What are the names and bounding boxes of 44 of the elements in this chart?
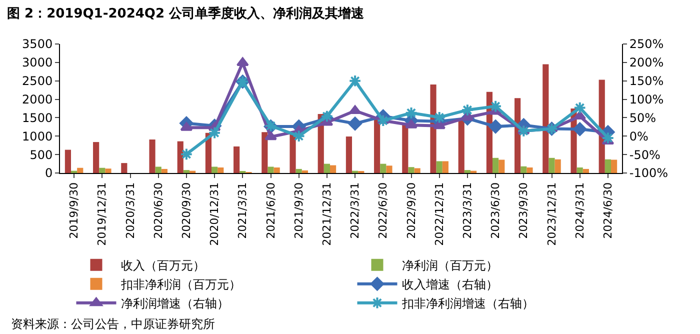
x-tick-label: 2024/6/30 bbox=[602, 182, 615, 239]
x-tick-label: 2022/9/30 bbox=[404, 182, 418, 239]
x-tick-label: 2020/6/30 bbox=[152, 182, 165, 239]
legend-label: 扣非净利润增速（右轴） bbox=[401, 296, 534, 311]
y-tick-label: 0 bbox=[44, 166, 53, 180]
x-tick-label: 2021/9/30 bbox=[292, 182, 306, 239]
x-tick-label: 2023/3/31 bbox=[461, 182, 474, 239]
y2-tick-label: -50% bbox=[629, 148, 660, 162]
x-tick-label: 2022/3/31 bbox=[348, 182, 362, 239]
y2-tick-label: 200% bbox=[629, 56, 664, 70]
x-tick-label: 2021/12/31 bbox=[320, 182, 334, 246]
legend-label: 收入（百万元） bbox=[121, 258, 206, 273]
chart-title: 图 2：2019Q1-2024Q2 公司单季度收入、净利润及其增速 bbox=[7, 5, 366, 22]
y-tick-label: 500 bbox=[30, 148, 53, 162]
y2-tick-label: 250% bbox=[629, 37, 664, 52]
x-tick-label: 2022/6/30 bbox=[376, 182, 390, 239]
y-tick-label: 2500 bbox=[22, 74, 53, 88]
legend-label: 净利润（百万元） bbox=[402, 258, 498, 273]
legend-label: 扣非净利润（百万元） bbox=[120, 278, 242, 292]
legend-label: 净利润增速（右轴） bbox=[121, 296, 230, 311]
y-tick-label: 1500 bbox=[22, 110, 53, 125]
y-tick-label: 3500 bbox=[22, 37, 53, 52]
y-tick-label: 3000 bbox=[22, 56, 53, 70]
text: 资料来源：公司公告，中原证券研究所 bbox=[11, 317, 215, 331]
y2-tick-label: -100% bbox=[629, 166, 668, 180]
x-tick-label: 2023/9/30 bbox=[517, 182, 530, 239]
x-tick-label: 2019/9/30 bbox=[68, 182, 81, 239]
y2-tick-label: 150% bbox=[629, 74, 664, 88]
y-tick-label: 1000 bbox=[22, 129, 53, 144]
x-tick-label: 2020/3/31 bbox=[124, 182, 137, 239]
x-tick-label: 2020/12/31 bbox=[208, 182, 222, 246]
y2-tick-label: 0% bbox=[629, 129, 648, 144]
x-tick-label: 2020/9/30 bbox=[180, 182, 194, 239]
y-tick-label: 2000 bbox=[22, 92, 53, 106]
x-tick-label: 2021/6/30 bbox=[264, 182, 278, 239]
legend-label: 收入增速（右轴） bbox=[402, 278, 498, 292]
x-tick-label: 2024/3/31 bbox=[573, 182, 586, 239]
y2-tick-label: 100% bbox=[629, 92, 664, 106]
x-tick-label: 2021/3/31 bbox=[236, 182, 250, 239]
x-tick-label: 2023/12/31 bbox=[545, 182, 558, 246]
x-tick-label: 2022/12/31 bbox=[432, 182, 446, 246]
x-tick-label: 2019/12/31 bbox=[96, 182, 109, 246]
x-tick-label: 2023/6/30 bbox=[489, 182, 502, 239]
y2-tick-label: 50% bbox=[629, 110, 656, 125]
